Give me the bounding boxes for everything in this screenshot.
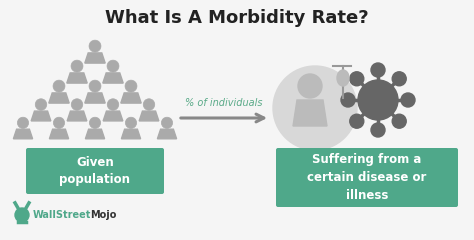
Polygon shape [85, 129, 105, 139]
Polygon shape [85, 93, 105, 103]
Circle shape [18, 117, 28, 128]
Polygon shape [293, 100, 327, 126]
Circle shape [89, 40, 101, 52]
Polygon shape [85, 53, 105, 63]
Polygon shape [67, 111, 87, 121]
Polygon shape [121, 93, 141, 103]
Text: Suffering from a
certain disease or
illness: Suffering from a certain disease or illn… [307, 153, 427, 202]
Circle shape [358, 80, 398, 120]
Text: Mojo: Mojo [90, 210, 117, 220]
Circle shape [53, 80, 65, 92]
Circle shape [89, 80, 101, 92]
Circle shape [350, 72, 364, 86]
Circle shape [126, 117, 137, 128]
Ellipse shape [337, 70, 349, 86]
Circle shape [90, 117, 100, 128]
FancyBboxPatch shape [276, 148, 458, 207]
Polygon shape [67, 73, 87, 83]
Circle shape [162, 117, 173, 128]
Circle shape [71, 60, 83, 72]
Circle shape [371, 123, 385, 137]
Circle shape [35, 99, 47, 110]
Circle shape [392, 72, 406, 86]
Circle shape [401, 93, 415, 107]
Polygon shape [49, 93, 69, 103]
Circle shape [392, 114, 406, 128]
Circle shape [341, 93, 355, 107]
Text: % of individuals: % of individuals [185, 98, 263, 108]
Text: Given
population: Given population [60, 156, 130, 186]
Polygon shape [13, 129, 33, 139]
Polygon shape [139, 111, 159, 121]
Circle shape [371, 63, 385, 77]
Circle shape [15, 208, 29, 222]
Polygon shape [31, 111, 51, 121]
Circle shape [273, 66, 357, 150]
Polygon shape [121, 129, 141, 139]
Polygon shape [49, 129, 69, 139]
FancyBboxPatch shape [26, 148, 164, 194]
Polygon shape [103, 73, 123, 83]
Polygon shape [157, 129, 177, 139]
Circle shape [298, 74, 322, 98]
Circle shape [54, 117, 64, 128]
Circle shape [350, 114, 364, 128]
Text: WallStreet: WallStreet [33, 210, 91, 220]
Circle shape [107, 99, 119, 110]
Circle shape [143, 99, 155, 110]
Circle shape [125, 80, 137, 92]
Polygon shape [103, 111, 123, 121]
Text: What Is A Morbidity Rate?: What Is A Morbidity Rate? [105, 9, 369, 27]
Circle shape [71, 99, 83, 110]
Circle shape [107, 60, 119, 72]
